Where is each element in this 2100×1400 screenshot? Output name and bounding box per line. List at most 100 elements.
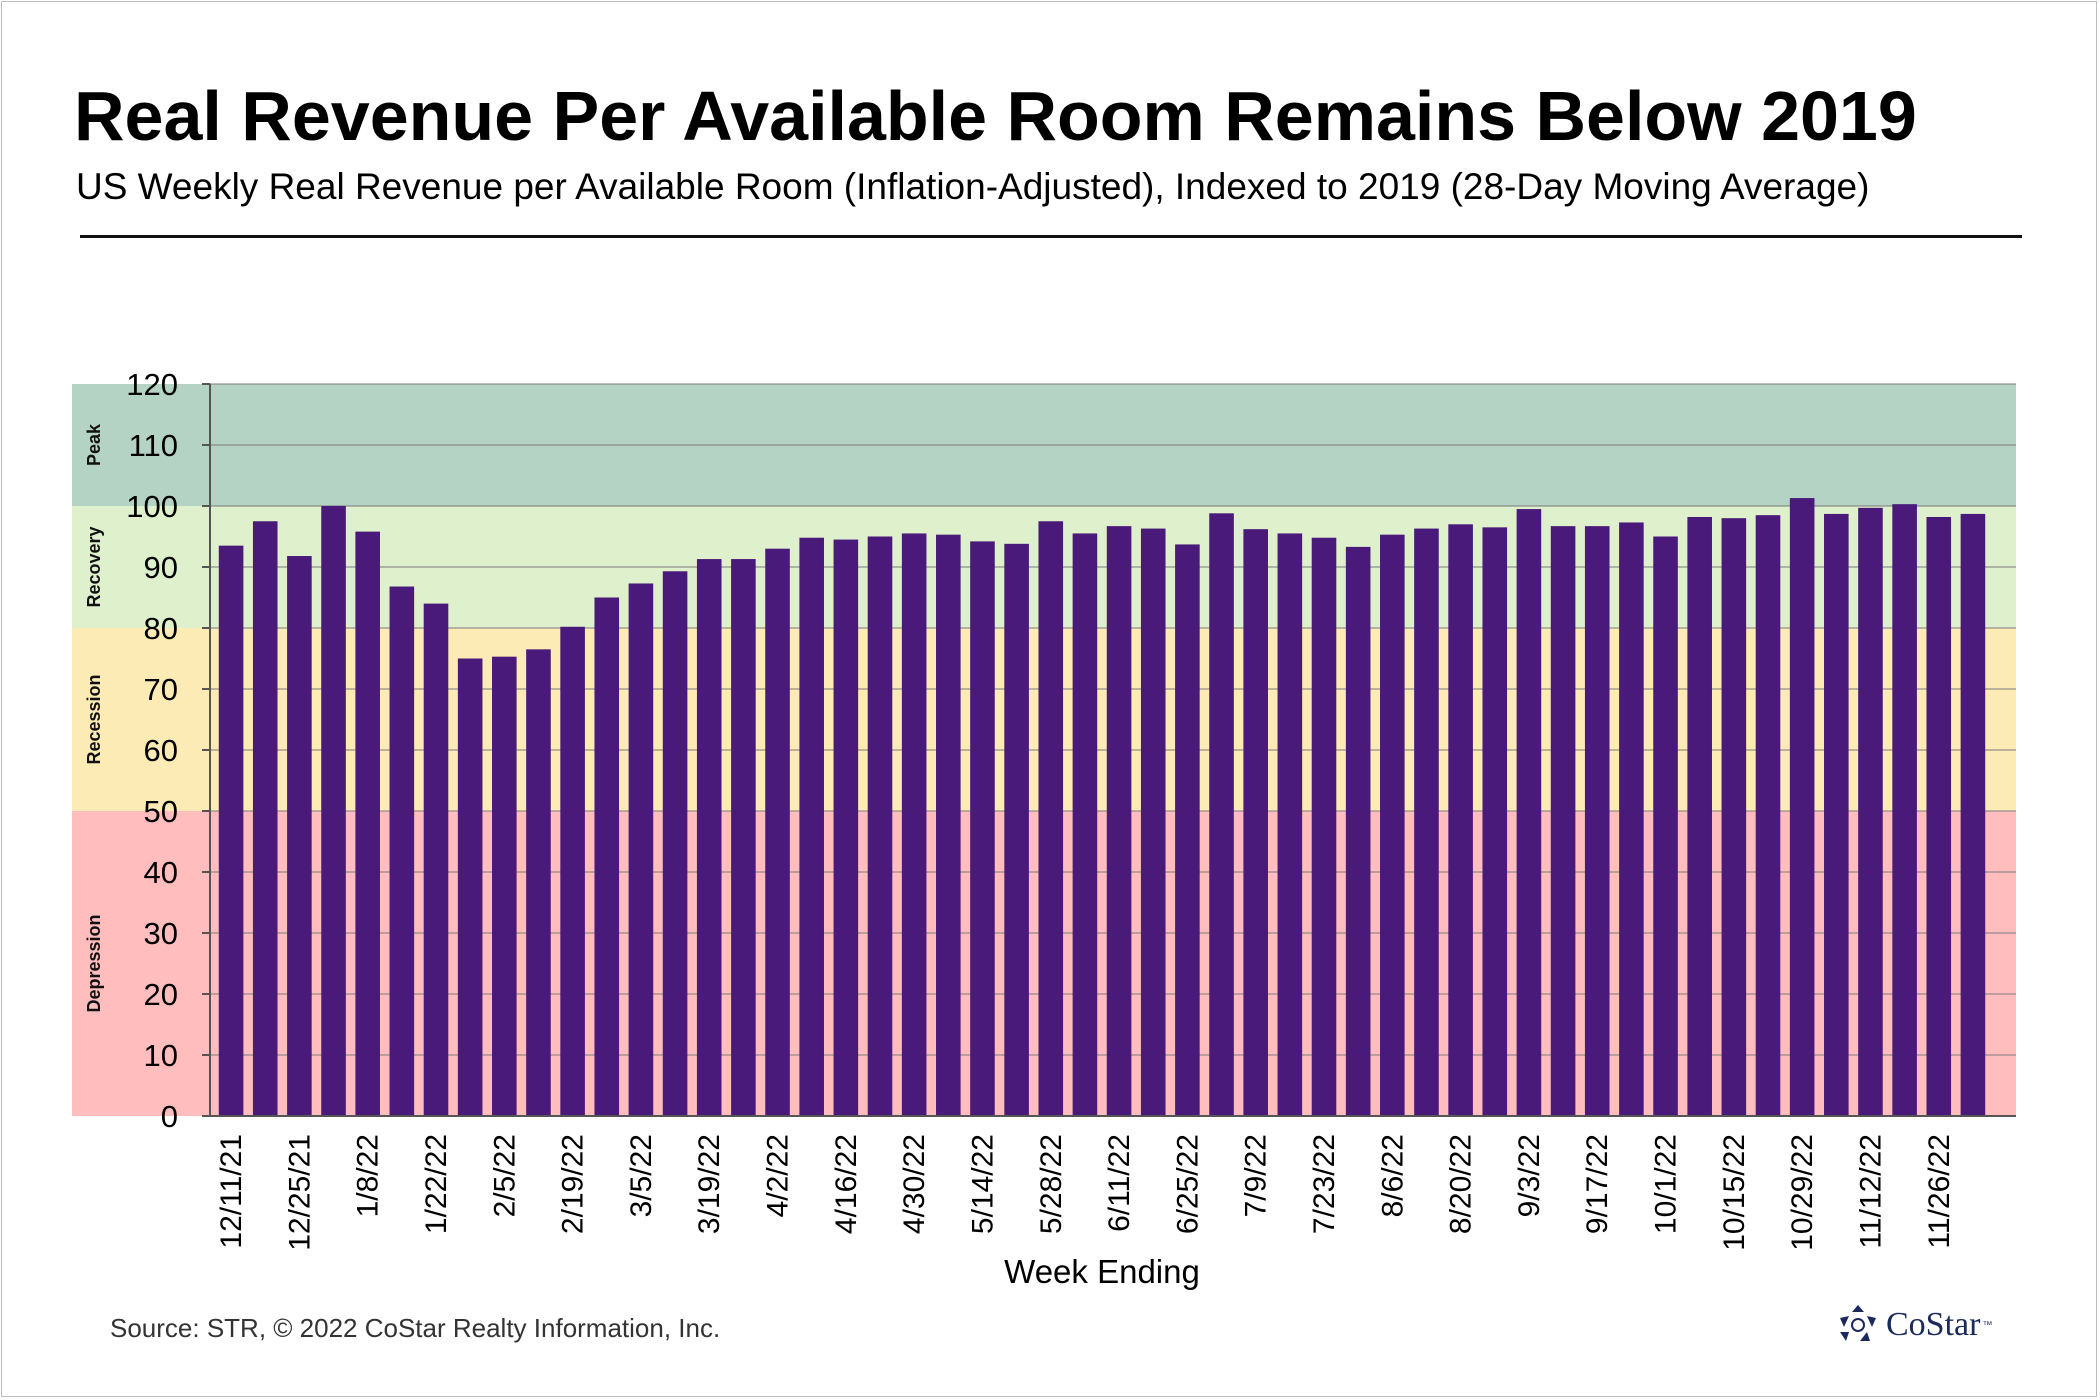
bar-11/19/22 [1892, 504, 1917, 1116]
costar-wordmark: CoStar [1886, 1306, 1981, 1343]
bar-5/28/22 [1038, 521, 1064, 1116]
bar-8/13/22 [1414, 528, 1439, 1116]
bar-6/18/22 [1140, 528, 1166, 1116]
bar-1/15/22 [389, 586, 415, 1116]
y-tick-label: 110 [129, 428, 178, 463]
bar-4/9/22 [799, 537, 824, 1116]
bar-8/20/22 [1448, 524, 1473, 1116]
bar-10/8/22 [1687, 516, 1712, 1116]
bar-4/2/22 [765, 548, 790, 1116]
costar-star-icon [1840, 1305, 1876, 1341]
zone-label-peak: Peak [84, 423, 104, 466]
y-tick-label: 60 [144, 733, 178, 768]
x-tick-label: 3/5/22 [625, 1134, 658, 1217]
bar-11/12/22 [1858, 507, 1883, 1117]
x-tick-label: 12/25/21 [283, 1134, 316, 1251]
y-tick-label: 50 [144, 794, 178, 829]
x-tick-label: 2/5/22 [488, 1134, 521, 1217]
x-tick-label: 4/2/22 [762, 1134, 795, 1217]
x-tick-label: 7/9/22 [1240, 1134, 1273, 1217]
y-tick-label: 120 [126, 367, 178, 402]
bar-10/29/22 [1789, 498, 1815, 1116]
bar-6/25/22 [1175, 544, 1200, 1116]
bar-12/11/21 [218, 545, 244, 1116]
chart-title: Real Revenue Per Available Room Remains … [74, 77, 1917, 155]
x-tick-label: 10/29/22 [1786, 1134, 1819, 1251]
bar-5/7/22 [936, 534, 961, 1116]
bar-12/18/21 [252, 521, 278, 1116]
bar-3/26/22 [731, 559, 756, 1116]
bar-3/5/22 [628, 583, 654, 1116]
bar-9/3/22 [1516, 509, 1542, 1116]
x-tick-label: 10/1/22 [1650, 1134, 1683, 1234]
x-tick-label: 4/16/22 [830, 1134, 863, 1234]
bar-12/3/22 [1960, 513, 1986, 1116]
bar-4/30/22 [901, 533, 927, 1116]
x-tick-label: 8/20/22 [1445, 1134, 1478, 1234]
bar-1/29/22 [457, 658, 483, 1116]
bar-5/21/22 [1004, 543, 1029, 1116]
x-axis-title: Week Ending [1004, 1253, 1200, 1290]
x-tick-label: 4/30/22 [898, 1134, 931, 1234]
trademark-mark: ™ [1982, 1319, 1993, 1331]
bar-6/11/22 [1106, 526, 1132, 1116]
x-tick-label: 10/15/22 [1718, 1134, 1751, 1251]
bar-1/8/22 [355, 531, 380, 1116]
y-tick-label: 40 [144, 855, 178, 890]
title-divider [80, 235, 2022, 238]
x-tick-label: 11/26/22 [1923, 1134, 1956, 1249]
x-tick-label: 5/14/22 [966, 1134, 999, 1234]
x-tick-label: 12/11/21 [215, 1134, 248, 1249]
bar-4/23/22 [867, 536, 893, 1116]
bar-2/19/22 [560, 626, 585, 1116]
x-tick-label: 8/6/22 [1376, 1134, 1409, 1217]
y-tick-label: 20 [144, 977, 178, 1012]
bar-7/9/22 [1243, 529, 1268, 1116]
bar-4/16/22 [833, 539, 859, 1116]
bar-11/26/22 [1926, 516, 1952, 1116]
bar-3/19/22 [696, 559, 722, 1116]
bar-8/6/22 [1380, 534, 1405, 1116]
y-tick-label: 10 [144, 1038, 178, 1073]
bar-2/5/22 [492, 656, 517, 1116]
bar-8/27/22 [1482, 527, 1508, 1116]
y-tick-label: 90 [144, 550, 178, 585]
zone-label-recession: Recession [84, 674, 104, 764]
bar-9/24/22 [1619, 522, 1644, 1116]
bar-2/12/22 [526, 649, 551, 1116]
y-tick-label: 0 [161, 1099, 178, 1134]
x-tick-label: 6/11/22 [1103, 1134, 1136, 1232]
zone-label-recovery: Recovery [84, 526, 104, 607]
bar-5/14/22 [970, 541, 995, 1116]
x-tick-label: 2/19/22 [557, 1134, 590, 1234]
bar-7/2/22 [1209, 513, 1234, 1116]
chart-subtitle: US Weekly Real Revenue per Available Roo… [76, 166, 1870, 207]
bar-9/17/22 [1584, 526, 1610, 1116]
bar-2/26/22 [594, 597, 620, 1116]
x-tick-label: 5/28/22 [1035, 1134, 1068, 1234]
costar-logo: CoStar ™ [1836, 1302, 1992, 1348]
x-tick-label: 9/17/22 [1581, 1134, 1614, 1234]
y-tick-label: 100 [126, 489, 178, 524]
x-tick-label: 7/23/22 [1308, 1134, 1341, 1234]
x-tick-label: 9/3/22 [1513, 1134, 1546, 1217]
bar-6/4/22 [1072, 533, 1098, 1116]
zone-label-depression: Depression [84, 914, 104, 1012]
bar-10/15/22 [1721, 518, 1747, 1116]
bar-9/10/22 [1550, 526, 1576, 1116]
y-tick-label: 70 [144, 672, 178, 707]
bar-7/16/22 [1277, 533, 1303, 1116]
bar-10/1/22 [1653, 536, 1678, 1116]
bar-1/1/22 [321, 506, 346, 1116]
x-tick-label: 6/25/22 [1171, 1134, 1204, 1234]
source-note: Source: STR, © 2022 CoStar Realty Inform… [110, 1313, 721, 1343]
y-tick-label: 80 [144, 611, 178, 646]
x-tick-label: 1/22/22 [420, 1134, 453, 1234]
x-tick-label: 11/12/22 [1854, 1134, 1887, 1249]
y-tick-label: 30 [144, 916, 178, 951]
bar-10/22/22 [1755, 515, 1781, 1116]
x-tick-label: 3/19/22 [693, 1134, 726, 1234]
bar-7/23/22 [1311, 537, 1337, 1116]
